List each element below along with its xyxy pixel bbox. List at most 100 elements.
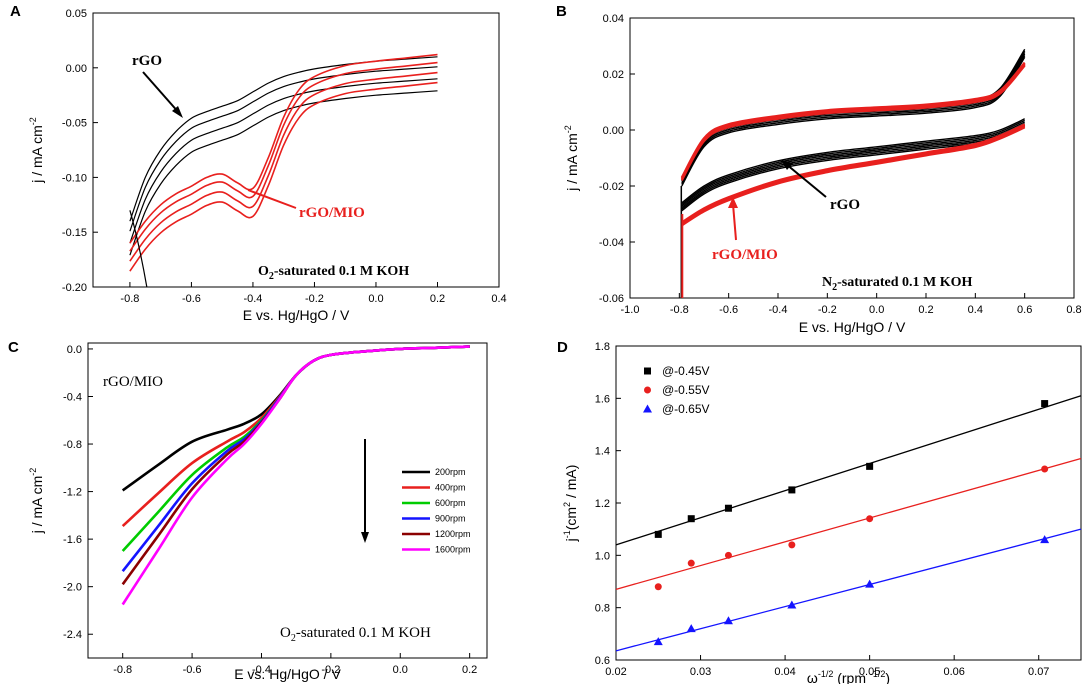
y-tick-label: -0.8	[63, 439, 82, 451]
plot-frame	[87, 342, 488, 659]
data-point	[866, 462, 874, 470]
y-tick-label: -0.06	[599, 293, 624, 305]
y-tick-label: -1.6	[63, 534, 82, 546]
data-point	[788, 541, 796, 549]
cv-curve-rgo-mio	[129, 81, 438, 272]
condition-label: N2-saturated 0.1 M KOH	[822, 275, 973, 293]
panel-label: B	[556, 3, 567, 20]
arrow-head	[172, 106, 183, 118]
y-tick-label: -0.05	[62, 118, 87, 130]
data-point	[687, 515, 695, 523]
data-point	[723, 616, 733, 625]
y-tick-label: 1.6	[595, 393, 610, 405]
x-axis-label: ω-1/2 (rpm -1/2)	[807, 669, 890, 684]
legend-label: @-0.65V	[662, 402, 710, 416]
cv-curve-rgo-mio	[129, 71, 438, 262]
cv-curve-rgo	[129, 56, 438, 222]
data-point	[1040, 535, 1050, 544]
annotation-rgo: rGO	[830, 197, 860, 213]
panel-label: C	[8, 339, 19, 356]
x-tick-label: -0.4	[252, 664, 271, 676]
x-tick-label: -0.4	[769, 304, 788, 316]
x-tick-label: 0.0	[393, 664, 408, 676]
cv-tail	[129, 210, 148, 287]
x-tick-label: -0.2	[321, 664, 340, 676]
x-tick-label: 0.04	[774, 666, 795, 678]
x-tick-label: -0.8	[120, 293, 139, 305]
cv-curve	[680, 62, 1026, 179]
direction-arrow-head	[361, 532, 369, 543]
legend-label: 600rpm	[435, 498, 466, 508]
legend-label: 400rpm	[435, 483, 466, 493]
x-tick-label: 0.05	[859, 666, 880, 678]
x-tick-label: -0.6	[182, 293, 201, 305]
x-tick-label: -0.2	[818, 304, 837, 316]
plot-area	[129, 53, 438, 287]
condition-label: O2-saturated 0.1 M KOH	[258, 264, 409, 282]
panel-a: -0.8 -0.6 -0.4 -0.2 0.0 0.2 0.4 -0.20 -0.15 -0.10…	[10, 3, 507, 323]
legend-label: 900rpm	[435, 514, 466, 524]
legend-marker	[644, 386, 651, 394]
data-point	[1041, 465, 1049, 473]
panel-label: D	[557, 339, 568, 356]
y-tick-label: 1.0	[595, 550, 610, 562]
plot-area	[121, 345, 470, 606]
cv-curve	[681, 121, 1025, 207]
y-tick-label: -0.4	[63, 391, 82, 403]
lsv-curve-600rpm	[121, 345, 470, 552]
cv-curve	[681, 126, 1026, 227]
data-point	[1041, 400, 1049, 408]
y-axis-label: j / mA cm-2	[28, 117, 45, 184]
x-tick-label: -0.2	[305, 293, 324, 305]
data-point	[788, 486, 796, 494]
cv-curve	[681, 53, 1026, 184]
data-point	[865, 579, 875, 588]
plot-frame	[92, 12, 500, 288]
lsv-curve-200rpm	[121, 345, 470, 492]
data-point	[866, 515, 874, 523]
annotation-rgo: rGO	[132, 53, 162, 69]
arrow-line	[785, 163, 827, 198]
x-axis-label: E vs. Hg/HgO / V	[799, 319, 906, 335]
y-tick-label: 0.04	[603, 13, 624, 25]
y-tick-label: -0.10	[62, 172, 87, 184]
arrow-head	[728, 197, 738, 208]
x-tick-label: 0.2	[462, 664, 477, 676]
x-tick-label: 0.06	[943, 666, 964, 678]
y-tick-label: 1.4	[595, 446, 610, 458]
y-tick-label: 1.2	[595, 498, 610, 510]
legend-marker	[644, 367, 651, 375]
x-axis-label: E vs. Hg/HgO / V	[234, 666, 341, 682]
data-point	[724, 504, 732, 512]
cv-curve-rgo	[129, 78, 438, 244]
annotation-rgo-mio: rGO/MIO	[299, 205, 365, 221]
fit-line	[615, 395, 1082, 546]
fit-line	[615, 528, 1082, 652]
x-tick-label: -0.8	[113, 664, 132, 676]
x-axis-label: E vs. Hg/HgO / V	[243, 307, 350, 323]
legend-label: 1600rpm	[435, 545, 471, 555]
data-point	[787, 600, 797, 609]
data-point	[686, 624, 696, 633]
panel-c: -0.8 -0.6 -0.4 -0.2 0.0 0.2 -2.4 -2.0 -1.6 -1.2 -0…	[8, 339, 488, 682]
arrow-head	[781, 160, 793, 170]
cv-curve	[681, 119, 1025, 205]
x-tick-label: 0.4	[491, 293, 506, 305]
x-tick-label: -0.8	[670, 304, 689, 316]
cv-curve	[681, 118, 1025, 204]
legend-label: @-0.55V	[662, 383, 710, 397]
lsv-curve-1600rpm	[121, 345, 470, 606]
y-tick-label: 0.02	[603, 69, 624, 81]
y-tick-label: -2.0	[63, 582, 82, 594]
y-axis-label: j-1(cm2 / mA)	[562, 465, 579, 543]
cv-curve-rgo-mio	[129, 61, 438, 252]
cv-curve	[680, 61, 1026, 178]
y-tick-label: -0.04	[599, 237, 624, 249]
annotation-rgo-mio: rGO/MIO	[712, 247, 778, 263]
x-tick-label: 0.07	[1028, 666, 1049, 678]
x-tick-label: -0.4	[243, 293, 262, 305]
x-tick-label: 0.0	[368, 293, 383, 305]
y-tick-label: 0.6	[595, 655, 610, 667]
arrow-line	[247, 189, 297, 209]
